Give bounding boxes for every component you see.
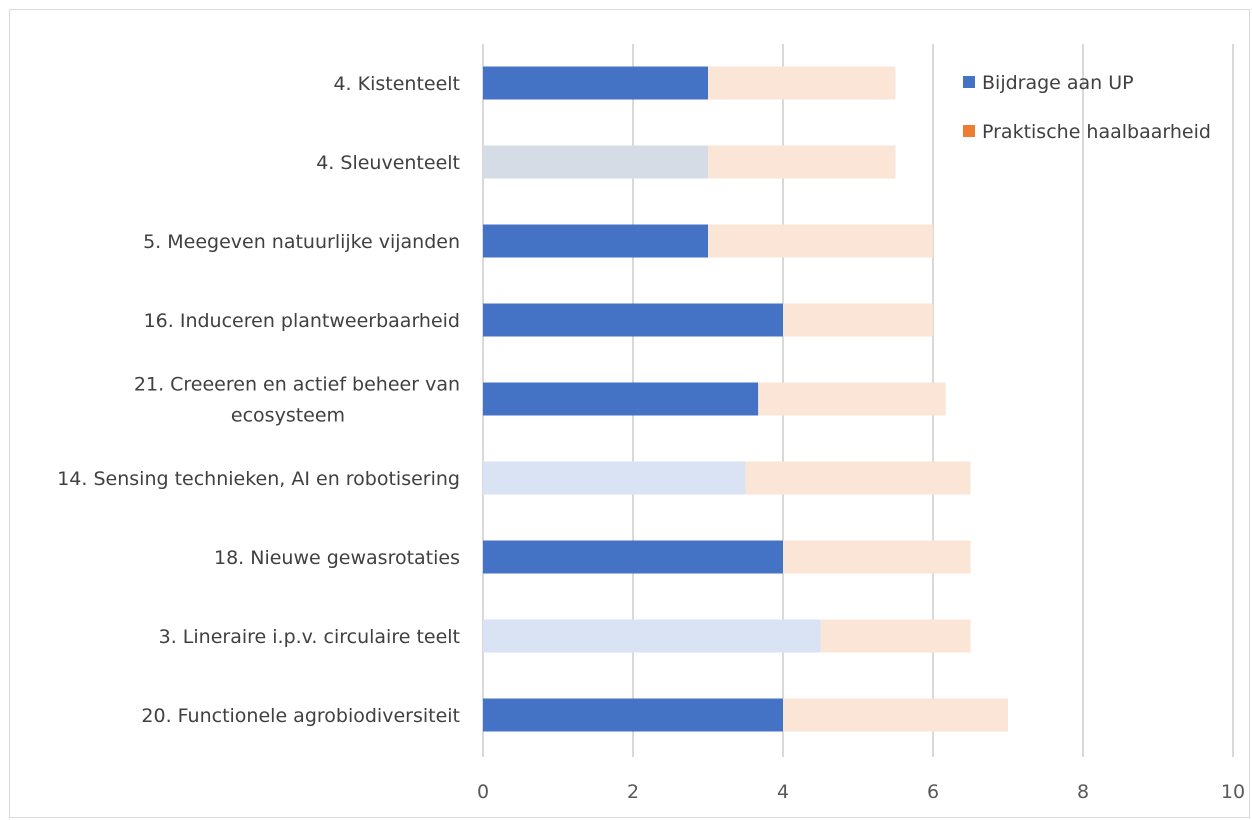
bar-haalbaarheid-8	[783, 698, 1008, 732]
x-tick-label: 4	[777, 781, 789, 803]
category-label: 4. Sleuventeelt	[316, 152, 460, 174]
category-label-line: 3. Lineraire i.p.v. circulaire teelt	[159, 626, 460, 648]
x-tick-label: 10	[1221, 781, 1245, 803]
category-labels: 4. Kistenteelt 4. Sleuventeelt 5. Meegeven…	[57, 73, 460, 727]
bar-bijdrage-0	[483, 66, 708, 100]
legend-swatch-0	[963, 76, 975, 88]
bar-bijdrage-3	[483, 303, 783, 337]
bar-bijdrage-7	[483, 619, 821, 653]
category-label-line: 18. Nieuwe gewasrotaties	[214, 547, 460, 569]
category-label: 16. Induceren plantweerbaarheid	[144, 310, 460, 332]
bars	[483, 66, 1008, 732]
bar-bijdrage-2	[483, 224, 708, 258]
x-tick-label: 8	[1077, 781, 1089, 803]
bar-bijdrage-8	[483, 698, 783, 732]
bar-bijdrage-5	[483, 461, 746, 495]
bar-haalbaarheid-3	[783, 303, 933, 337]
bar-haalbaarheid-4	[758, 382, 946, 416]
x-axis-tick-labels: 0 2 4 6 8 10	[477, 781, 1245, 803]
legend-label-1: Praktische haalbaarheid	[982, 121, 1211, 143]
category-label-line: 14. Sensing technieken, AI en robotiseri…	[57, 468, 460, 490]
category-label: 14. Sensing technieken, AI en robotiseri…	[57, 468, 460, 490]
category-label: 18. Nieuwe gewasrotaties	[214, 547, 460, 569]
category-label: 20. Functionele agrobiodiversiteit	[141, 705, 460, 727]
x-tick-label: 0	[477, 781, 489, 803]
bar-haalbaarheid-2	[708, 224, 933, 258]
x-tick-label: 6	[927, 781, 939, 803]
bar-bijdrage-4	[483, 382, 759, 416]
legend: Bijdrage aan UP Praktische haalbaarheid	[963, 72, 1211, 143]
legend-label-0: Bijdrage aan UP	[982, 72, 1134, 94]
category-label-line: 4. Kistenteelt	[333, 73, 460, 95]
category-label-line: 16. Induceren plantweerbaarheid	[144, 310, 460, 332]
bar-bijdrage-1	[483, 145, 708, 179]
legend-swatch-1	[963, 125, 975, 137]
category-label: 4. Kistenteelt	[333, 73, 460, 95]
bar-haalbaarheid-5	[745, 461, 971, 495]
category-label: 5. Meegeven natuurlijke vijanden	[143, 231, 460, 253]
bar-haalbaarheid-6	[783, 540, 971, 574]
x-tick-label: 2	[627, 781, 639, 803]
bar-haalbaarheid-7	[820, 619, 971, 653]
bar-haalbaarheid-0	[708, 66, 896, 100]
category-label: 21. Creeeren en actief beheer van ecosyst…	[134, 374, 460, 427]
bar-bijdrage-6	[483, 540, 783, 574]
category-label-line: 21. Creeeren en actief beheer van	[134, 374, 460, 396]
category-label: 3. Lineraire i.p.v. circulaire teelt	[159, 626, 460, 648]
category-label-line: 4. Sleuventeelt	[316, 152, 460, 174]
category-label-line: ecosysteem	[231, 405, 345, 427]
category-label-line: 5. Meegeven natuurlijke vijanden	[143, 231, 460, 253]
bar-haalbaarheid-1	[708, 145, 896, 179]
category-label-line: 20. Functionele agrobiodiversiteit	[141, 705, 460, 727]
